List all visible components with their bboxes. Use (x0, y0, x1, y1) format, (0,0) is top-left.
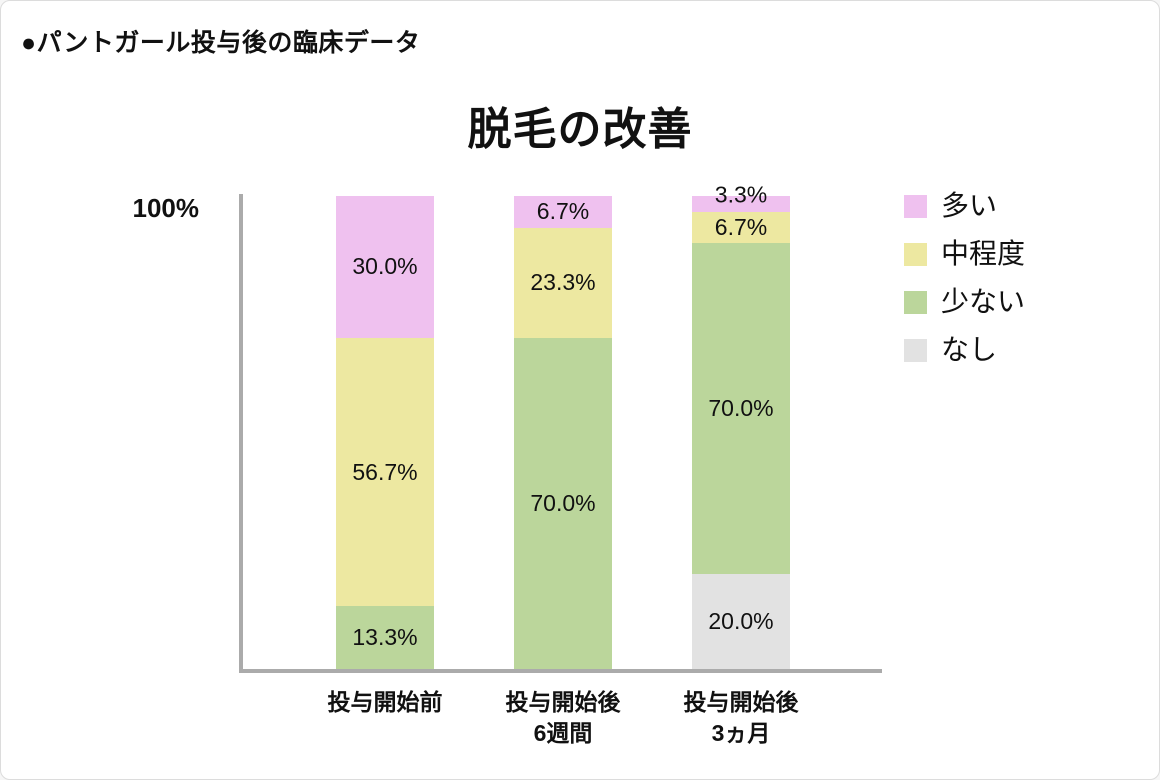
legend-label: 多い (941, 190, 998, 221)
legend-item-3: なし (904, 334, 1025, 366)
segment-value-label: 3.3% (714, 181, 768, 208)
bar-2: 3.3% 6.7% 70.0% 20.0% (692, 183, 790, 669)
segment-value-label: 6.7% (536, 198, 590, 225)
bar-1: 6.7% 23.3% 70.0% (514, 196, 612, 669)
segment-value-label: 13.3% (352, 624, 418, 651)
legend-swatch-icon (904, 290, 927, 314)
page-header: ●パントガール投与後の臨床データ (21, 29, 421, 57)
x-axis-label-0: 投与開始前 (327, 689, 443, 715)
legend-label: 中程度 (941, 238, 1026, 269)
segment-value-label: 23.3% (530, 269, 596, 296)
plot-area: 30.0% 56.7% 13.3% 6.7% 23.3% 70.0% 3.3% 6.7% 70.… (243, 183, 882, 669)
x-axis-label-2: 投与開始後 3ヵ月 (683, 689, 799, 747)
legend-swatch-icon (904, 194, 927, 218)
chart-title: 脱毛の改善 (467, 105, 693, 154)
segment-value-label: 70.0% (530, 489, 596, 516)
bar-segment: 70.0% (514, 337, 612, 669)
segment-value-label: 70.0% (708, 395, 774, 422)
bar-segment: 6.7% (514, 196, 612, 228)
legend-swatch-icon (904, 242, 927, 266)
segment-value-label: 20.0% (708, 608, 774, 635)
legend-item-2: 少ない (904, 286, 1025, 318)
segment-value-label: 30.0% (352, 253, 418, 280)
legend-item-1: 中程度 (904, 238, 1025, 270)
x-axis-labels: 投与開始前 投与開始後 6週間 投与開始後 3ヵ月 (243, 687, 882, 757)
bar-0: 30.0% 56.7% 13.3% (336, 196, 434, 669)
bar-segment: 13.3% (336, 606, 434, 669)
legend: 多い中程度少ないなし (904, 190, 1025, 366)
bar-segment: 23.3% (514, 227, 612, 338)
segment-value-label: 6.7% (714, 213, 768, 240)
legend-item-0: 多い (904, 190, 1025, 222)
bar-segment: 30.0% (336, 196, 434, 338)
bar-segment: 70.0% (692, 243, 790, 575)
segment-value-label: 56.7% (352, 458, 418, 485)
legend-swatch-icon (904, 338, 927, 362)
y-axis (239, 194, 243, 673)
bar-segment: 56.7% (336, 337, 434, 607)
x-axis-label-1: 投与開始後 6週間 (505, 689, 621, 747)
legend-label: なし (941, 334, 998, 365)
bar-segment: 3.3% (692, 183, 790, 212)
bar-segment: 20.0% (692, 574, 790, 669)
legend-label: 少ない (941, 286, 1026, 317)
x-axis (239, 669, 882, 673)
bar-segment: 6.7% (692, 211, 790, 244)
y-axis-max-label: 100% (132, 193, 200, 223)
